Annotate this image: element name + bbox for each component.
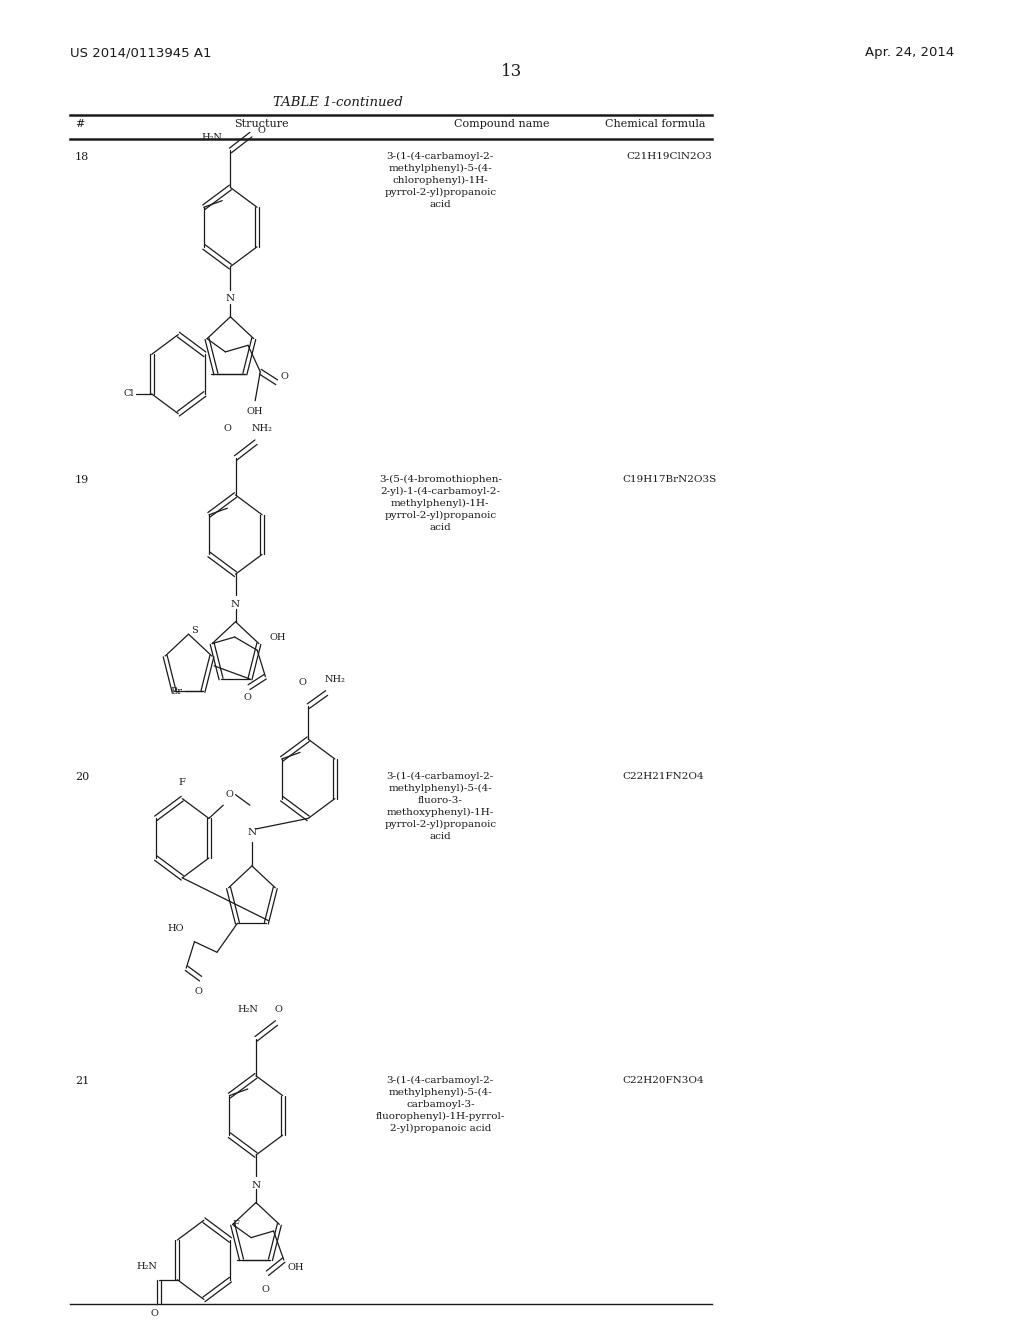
Text: 20: 20 [75, 772, 89, 783]
Text: OH: OH [269, 632, 286, 642]
Text: 3-(1-(4-carbamoyl-2-
methylphenyl)-5-(4-
chlorophenyl)-1H-
pyrrol-2-yl)propanoic: 3-(1-(4-carbamoyl-2- methylphenyl)-5-(4-… [384, 152, 497, 209]
Text: HO: HO [168, 924, 184, 933]
Text: N: N [226, 294, 234, 302]
Text: O: O [274, 1006, 283, 1014]
Text: 3-(1-(4-carbamoyl-2-
methylphenyl)-5-(4-
carbamoyl-3-
fluorophenyl)-1H-pyrrol-
2: 3-(1-(4-carbamoyl-2- methylphenyl)-5-(4-… [376, 1076, 505, 1133]
Text: O: O [223, 425, 231, 433]
Text: Structure: Structure [233, 119, 289, 129]
Text: Chemical formula: Chemical formula [605, 119, 706, 129]
Text: 3-(1-(4-carbamoyl-2-
methylphenyl)-5-(4-
fluoro-3-
methoxyphenyl)-1H-
pyrrol-2-y: 3-(1-(4-carbamoyl-2- methylphenyl)-5-(4-… [384, 772, 497, 841]
Text: O: O [298, 678, 306, 686]
Text: O: O [195, 987, 203, 997]
Text: 3-(5-(4-bromothiophen-
2-yl)-1-(4-carbamoyl-2-
methylphenyl)-1H-
pyrrol-2-yl)pro: 3-(5-(4-bromothiophen- 2-yl)-1-(4-carbam… [379, 475, 502, 532]
Text: N: N [252, 1181, 260, 1189]
Text: O: O [281, 372, 289, 381]
Text: C22H20FN3O4: C22H20FN3O4 [623, 1076, 705, 1085]
Text: O: O [225, 791, 233, 799]
Text: 21: 21 [75, 1076, 89, 1086]
Text: F: F [179, 779, 185, 787]
Text: Br: Br [170, 686, 182, 696]
Text: N: N [231, 601, 240, 609]
Text: H₂N: H₂N [202, 133, 222, 141]
Text: H₂N: H₂N [238, 1006, 258, 1014]
Text: Apr. 24, 2014: Apr. 24, 2014 [865, 46, 954, 59]
Text: OH: OH [247, 407, 263, 416]
Text: C19H17BrN2O3S: C19H17BrN2O3S [623, 475, 717, 484]
Text: Cl: Cl [124, 389, 134, 399]
Text: O: O [261, 1284, 269, 1294]
Text: NH₂: NH₂ [325, 676, 345, 684]
Text: O: O [243, 693, 251, 702]
Text: OH: OH [288, 1263, 304, 1272]
Text: S: S [191, 626, 198, 635]
Text: US 2014/0113945 A1: US 2014/0113945 A1 [70, 46, 211, 59]
Text: O: O [257, 127, 265, 135]
Text: C22H21FN2O4: C22H21FN2O4 [623, 772, 705, 781]
Text: #: # [75, 119, 84, 129]
Text: TABLE 1-continued: TABLE 1-continued [273, 96, 402, 110]
Text: Compound name: Compound name [454, 119, 550, 129]
Text: NH₂: NH₂ [252, 425, 272, 433]
Text: N: N [248, 829, 256, 837]
Text: F: F [232, 1220, 239, 1229]
Text: 13: 13 [502, 63, 522, 81]
Text: O: O [151, 1309, 159, 1319]
Text: H₂N: H₂N [136, 1262, 157, 1271]
Text: 18: 18 [75, 152, 89, 162]
Text: 19: 19 [75, 475, 89, 486]
Text: C21H19ClN2O3: C21H19ClN2O3 [627, 152, 713, 161]
